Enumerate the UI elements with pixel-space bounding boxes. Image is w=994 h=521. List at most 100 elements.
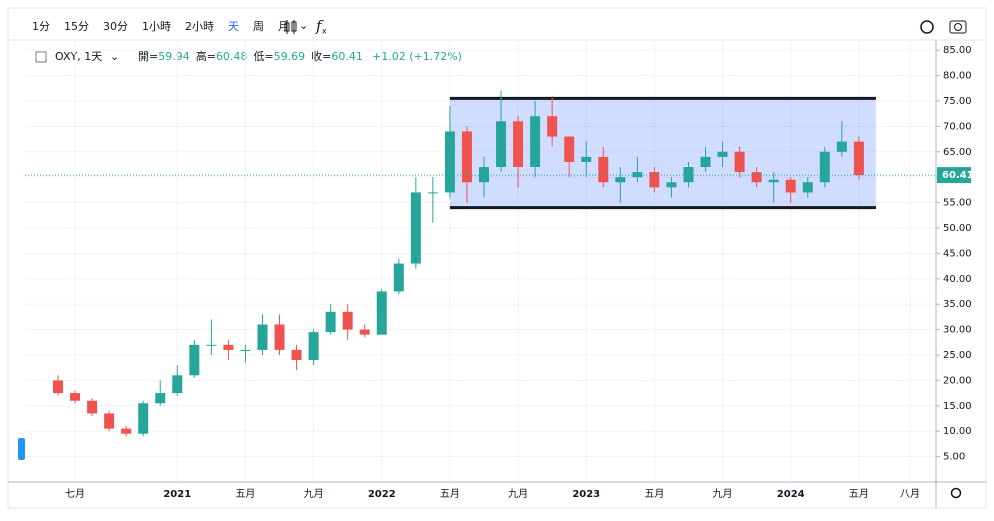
candle-body (649, 172, 660, 188)
y-tick-label: 30.00 (943, 325, 972, 336)
interval-button[interactable]: 2小時 (185, 20, 214, 33)
candle-body (410, 192, 421, 264)
snapshot-icon[interactable] (949, 20, 967, 34)
x-tick-label: 2023 (572, 489, 600, 500)
candle-body (700, 156, 711, 168)
candle-body (308, 332, 319, 361)
x-tick-label: 九月 (713, 488, 733, 500)
y-tick-label: 85.00 (943, 45, 972, 56)
candle-body (138, 403, 149, 434)
interval-button[interactable]: 天 (228, 20, 239, 33)
x-tick-label: 五月 (849, 488, 869, 500)
indicator-icon-x[interactable]: x (322, 27, 327, 36)
y-tick-label: 35.00 (943, 299, 972, 310)
candle-body (836, 141, 847, 152)
candle-body (155, 393, 166, 404)
candle-body (717, 151, 728, 157)
chart-type-icon[interactable] (284, 20, 297, 34)
candle-body (751, 172, 762, 183)
y-tick-label: 40.00 (943, 274, 972, 285)
candle-body (564, 136, 575, 162)
plot: 5.00 10.00 15.00 20.00 25.00 30.00 35.00 40.00 4… (25, 40, 974, 500)
dropdown-caret[interactable]: ⌄ (110, 50, 119, 63)
candle-body (547, 116, 558, 137)
y-tick-label: 80.00 (943, 71, 972, 82)
y-tick-label: 20.00 (943, 375, 972, 386)
candle-body (274, 324, 285, 350)
symbol[interactable]: OXY, 1天 (55, 50, 102, 63)
x-tick-label: 九月 (304, 488, 324, 500)
settings-icon[interactable] (920, 20, 934, 34)
candle-body (496, 121, 507, 168)
last-price-tag (937, 167, 971, 184)
candle-body (104, 413, 115, 429)
ohlc-value: 59.69 (274, 50, 306, 63)
ohlc-label: 高= (196, 49, 216, 63)
interval-caret[interactable]: ⌄ (299, 19, 308, 32)
x-tick-label: 七月 (65, 488, 85, 500)
candle-body (853, 141, 864, 176)
candle-body (734, 151, 745, 173)
candle-body (513, 121, 524, 168)
frame (7, 7, 987, 509)
candle-body (581, 156, 592, 162)
indicator-icon[interactable]: f (315, 17, 324, 35)
ohlc-label: 開= (138, 50, 158, 63)
candle-body (53, 380, 63, 394)
candle-body (87, 400, 98, 414)
candle-body (325, 311, 336, 333)
candle-body (206, 344, 217, 346)
y-tick-label: 15.00 (943, 401, 972, 412)
interval-button[interactable]: 月 (278, 20, 289, 33)
y-tick-label: 10.00 (943, 426, 972, 437)
ohlc-value: 60.41 (331, 50, 363, 63)
interval-button[interactable]: 1小時 (142, 20, 171, 33)
y-tick-label: 55.00 (943, 198, 972, 209)
candle-body (223, 344, 234, 350)
candle-body (189, 344, 200, 376)
y-tick-label: 50.00 (943, 223, 972, 234)
x-tick-label: 2022 (368, 489, 396, 500)
x-tick-label: 2021 (163, 489, 191, 500)
ohlc-value: 60.48 (216, 50, 248, 63)
candle-body (376, 291, 387, 335)
interval-button[interactable]: 1分 (32, 20, 50, 33)
candle-body (819, 151, 830, 183)
candle-body (291, 349, 302, 361)
y-tick-label: 65.00 (943, 147, 972, 158)
interval-button[interactable]: 周 (253, 20, 264, 33)
x-tick-label: 2024 (777, 489, 805, 500)
side-toggle[interactable] (18, 438, 25, 460)
candle-body (768, 179, 779, 183)
candle-body (530, 116, 541, 168)
ohlc-legend: 開= 59.94 高= 60.48 低= 59.69 收= 60.41 (138, 49, 363, 63)
candle-body (240, 349, 251, 351)
toolbar: 1分 15分 30分 1小時 2小時 天 周 月 ⌄ (32, 19, 308, 33)
y-tick-label: 25.00 (943, 350, 972, 361)
y-tick-label: 75.00 (943, 96, 972, 107)
candle-body (598, 156, 609, 183)
candle-body (342, 311, 353, 330)
y-tick-label: 70.00 (943, 121, 972, 132)
x-tick-label: 五月 (440, 488, 460, 500)
candle-body (172, 375, 183, 394)
candle-body (666, 182, 677, 188)
axis-settings-icon[interactable] (950, 487, 962, 499)
x-tick-label: 五月 (235, 488, 255, 500)
candle-body (121, 428, 132, 434)
collapse-icon[interactable] (35, 51, 47, 63)
ohlc-value: 59.94 (158, 50, 190, 63)
x-tick-label: 八月 (900, 488, 920, 500)
candle-body (802, 182, 813, 193)
candle-body (615, 177, 626, 183)
candle-body (785, 179, 796, 193)
last-price-label: 60.41 (942, 170, 974, 181)
y-tick-label: 5.00 (943, 452, 965, 463)
interval-button[interactable]: 30分 (103, 20, 128, 33)
candle-body (257, 324, 268, 350)
interval-button[interactable]: 15分 (64, 20, 89, 33)
y-tick-label: 45.00 (943, 248, 972, 259)
change: +1.02 (+1.72%) (372, 50, 462, 63)
candle-body (427, 192, 438, 194)
